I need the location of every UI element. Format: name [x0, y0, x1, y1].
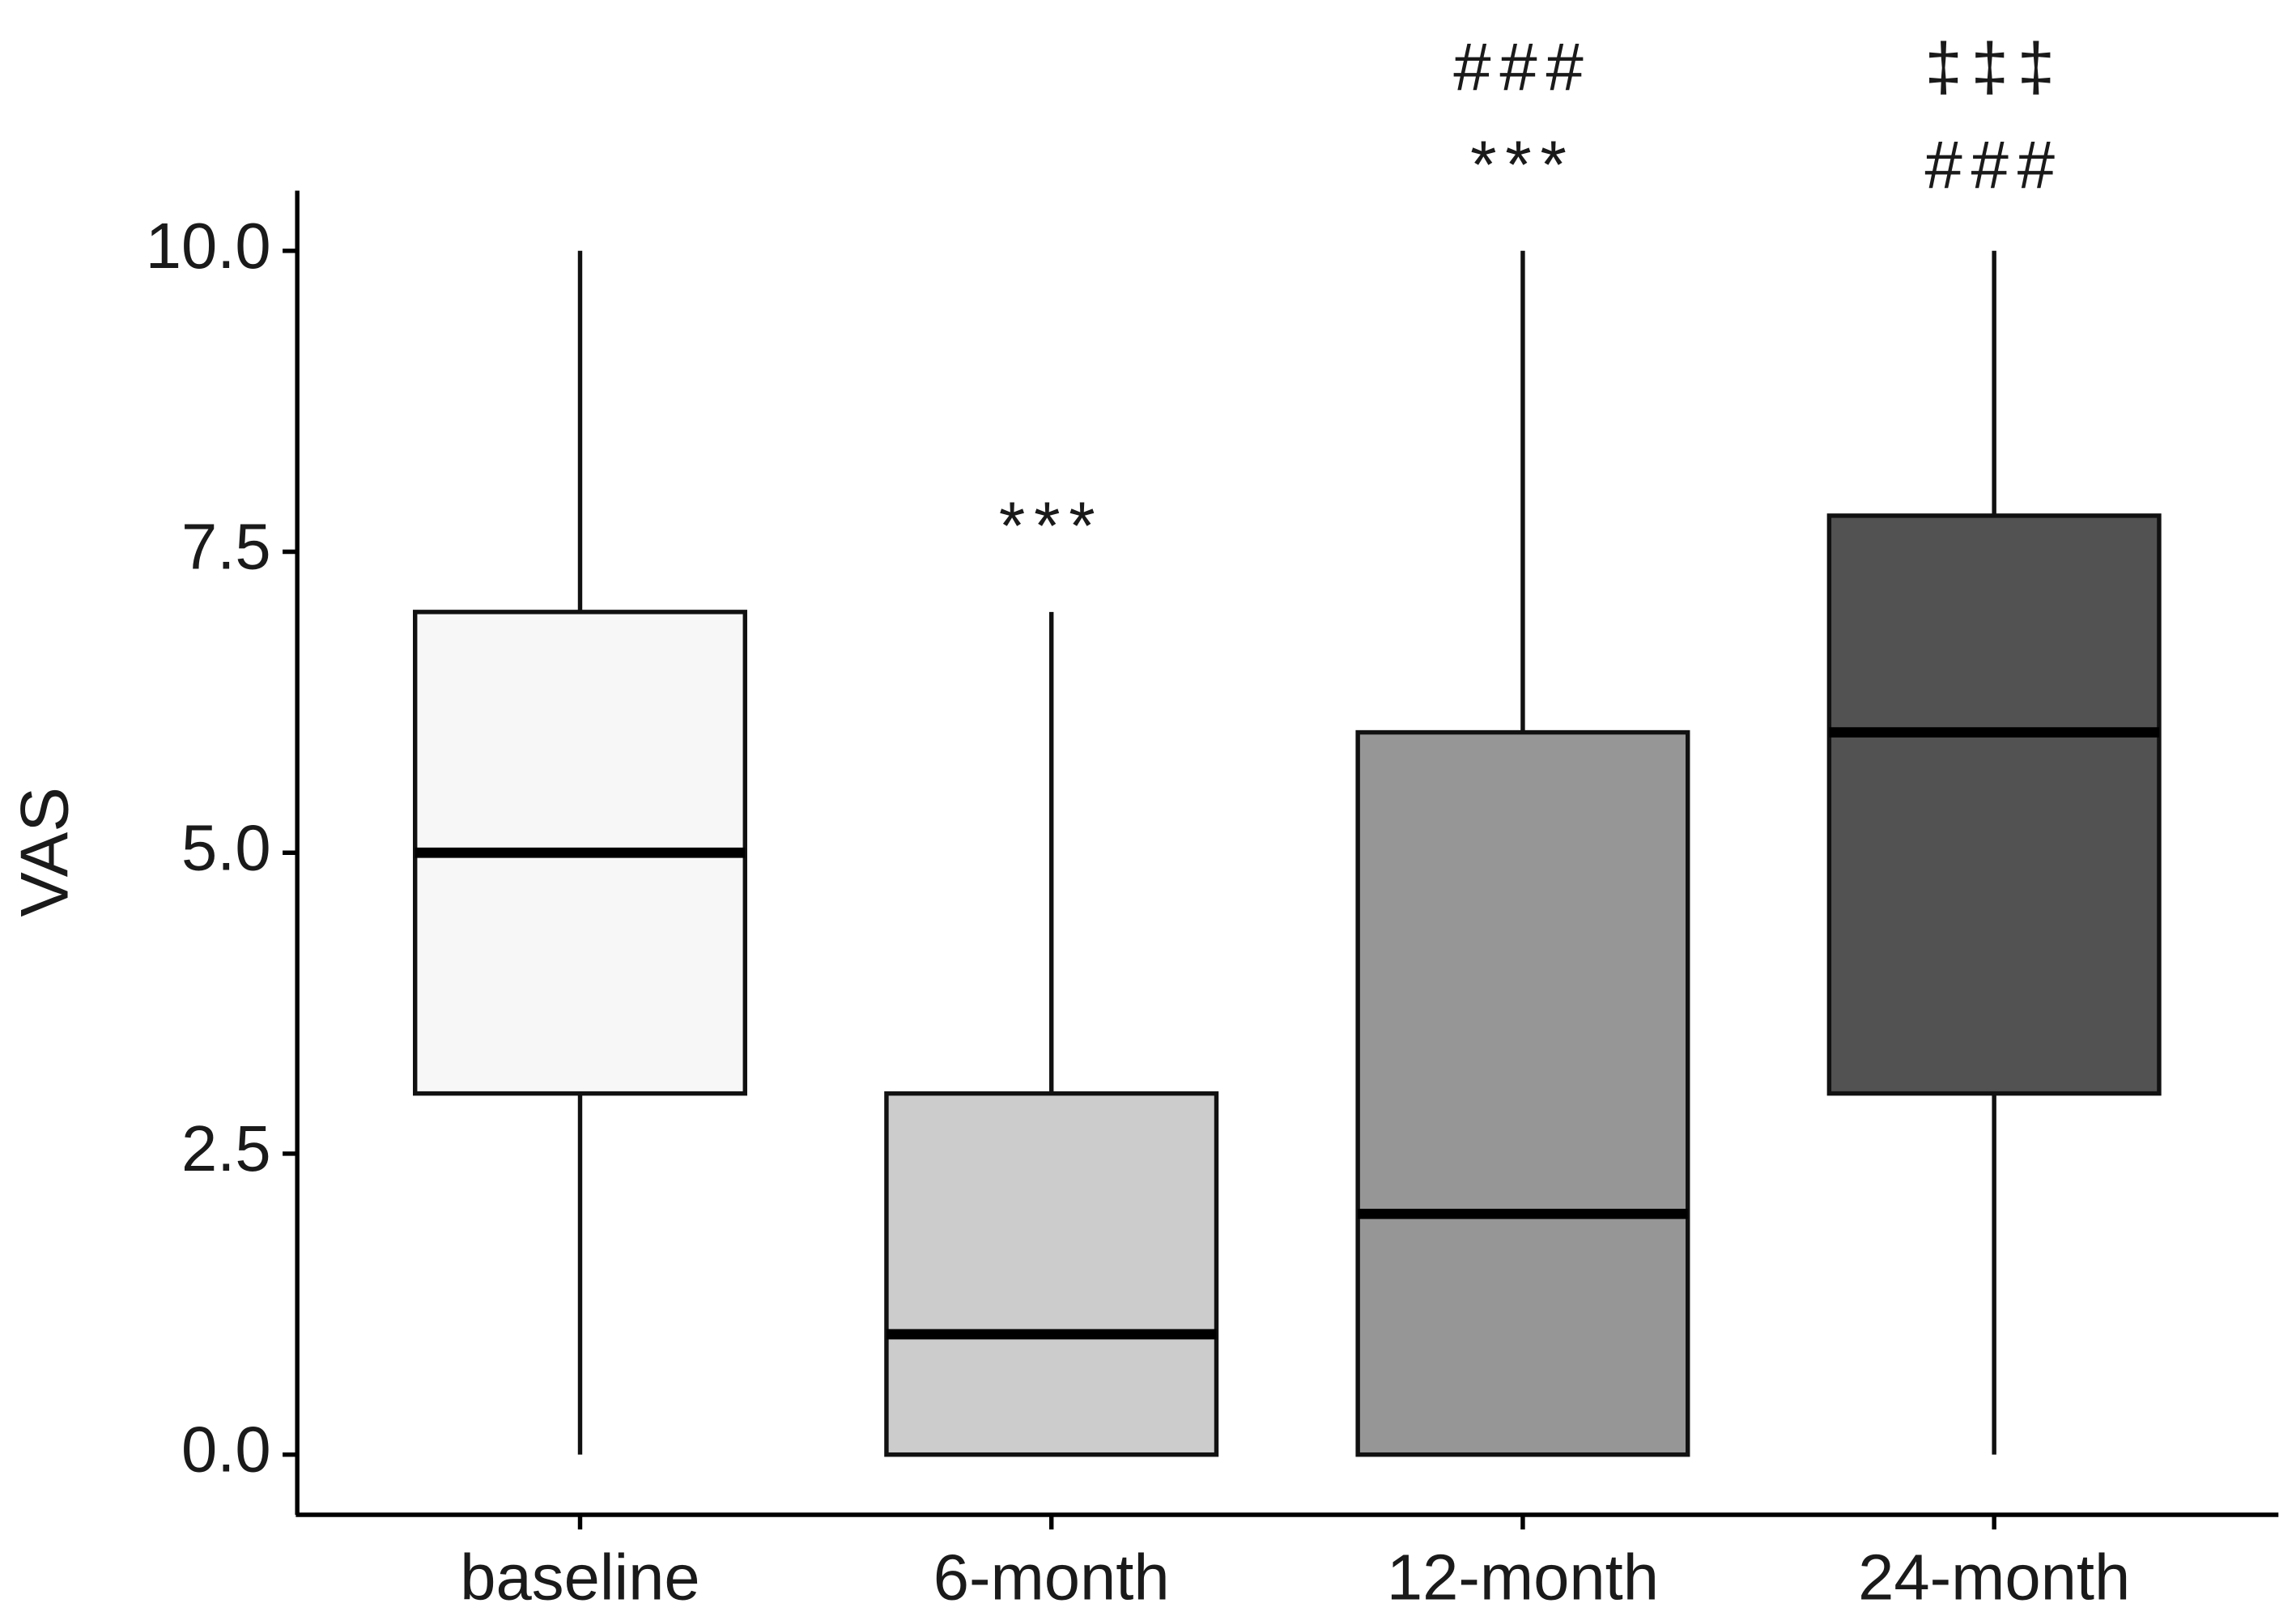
significance-annotation: *** [1470, 127, 1575, 202]
y-tick-label: 0.0 [181, 1414, 271, 1486]
significance-annotation: ### [1453, 29, 1592, 104]
x-tick-label: 24-month [1858, 1541, 2130, 1613]
y-tick-label: 5.0 [181, 811, 271, 883]
y-tick-label: 2.5 [181, 1112, 271, 1184]
box [884, 1091, 1219, 1457]
y-tick-label: 7.5 [181, 511, 271, 583]
y-tick-label: 10.0 [146, 210, 271, 282]
x-tick-label: 12-month [1387, 1541, 1659, 1613]
x-tick-label: baseline [460, 1541, 699, 1613]
box [1826, 513, 2162, 1096]
significance-annotation: ‡‡‡ [1924, 29, 2063, 104]
significance-annotation: *** [999, 488, 1104, 563]
y-axis-label: VAS [7, 787, 83, 917]
x-tick-label: 6-month [933, 1541, 1170, 1613]
significance-annotation: ### [1924, 127, 2063, 202]
box [1355, 729, 1690, 1457]
